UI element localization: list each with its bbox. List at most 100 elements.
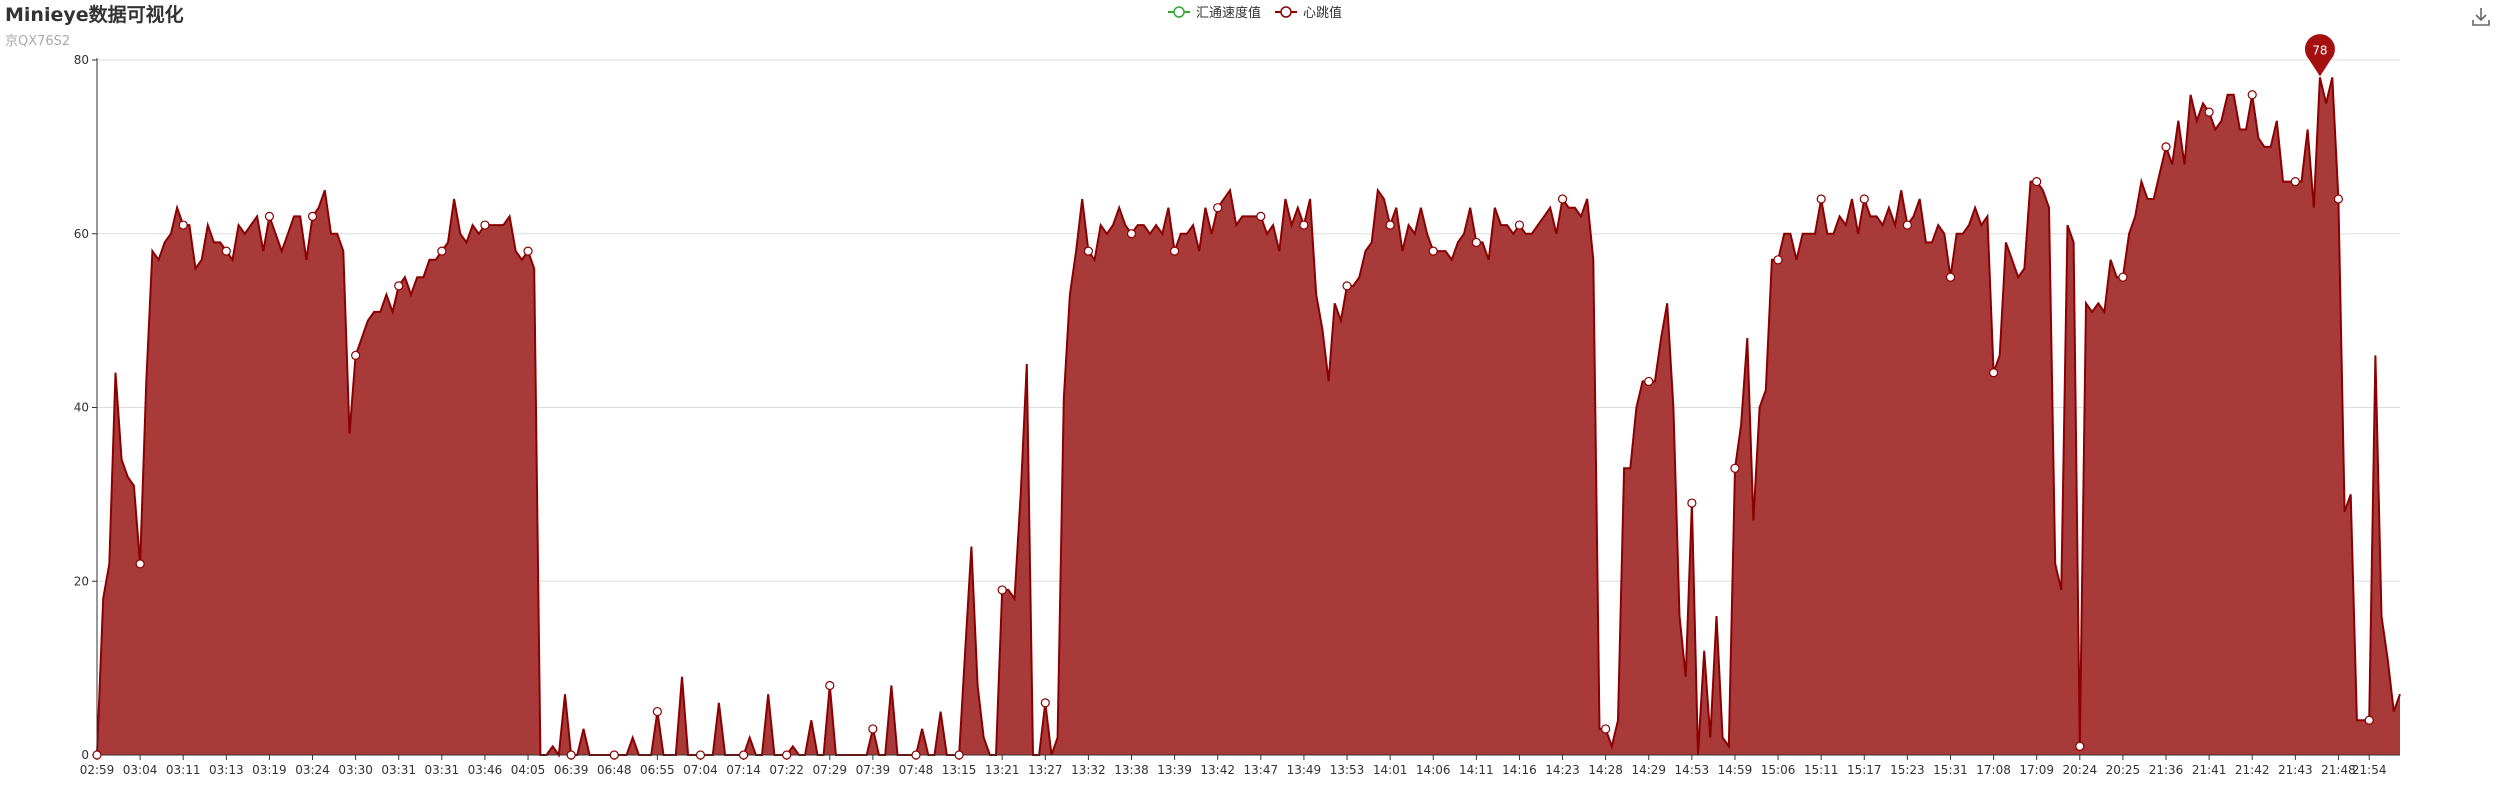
x-tick-label: 13:15 (942, 763, 977, 777)
x-tick-label: 03:04 (123, 763, 158, 777)
x-tick-label: 14:06 (1416, 763, 1451, 777)
x-tick-label: 17:09 (2019, 763, 2054, 777)
x-tick-label: 14:23 (1545, 763, 1580, 777)
data-point (1860, 195, 1868, 203)
x-tick-label: 07:04 (683, 763, 718, 777)
data-point (93, 751, 101, 759)
data-point (1731, 464, 1739, 472)
x-tick-label: 21:41 (2192, 763, 2227, 777)
data-point (1774, 256, 1782, 264)
data-point (912, 751, 920, 759)
data-point (740, 751, 748, 759)
x-tick-label: 21:42 (2235, 763, 2270, 777)
x-tick-label: 13:47 (1244, 763, 1279, 777)
x-tick-label: 14:53 (1675, 763, 1710, 777)
x-tick-label: 13:38 (1114, 763, 1149, 777)
data-point (2033, 178, 2041, 186)
x-tick-label: 03:11 (166, 763, 201, 777)
data-point (352, 351, 360, 359)
x-tick-label: 14:11 (1459, 763, 1494, 777)
y-tick-label: 80 (74, 53, 89, 67)
data-point (179, 221, 187, 229)
x-tick-label: 07:29 (812, 763, 847, 777)
y-tick-label: 0 (81, 748, 89, 762)
x-tick-label: 14:28 (1588, 763, 1623, 777)
data-point (524, 247, 532, 255)
x-tick-label: 03:31 (425, 763, 460, 777)
data-point (438, 247, 446, 255)
x-tick-label: 15:17 (1847, 763, 1882, 777)
data-point (1214, 204, 1222, 212)
x-tick-label: 13:49 (1287, 763, 1322, 777)
data-point (1257, 212, 1265, 220)
data-point (222, 247, 230, 255)
data-point (2334, 195, 2342, 203)
data-point (1990, 369, 1998, 377)
data-point (309, 212, 317, 220)
x-tick-label: 14:01 (1373, 763, 1408, 777)
data-point (265, 212, 273, 220)
x-tick-label: 13:32 (1071, 763, 1106, 777)
max-value-pin: 78 (2305, 34, 2335, 76)
x-tick-label: 21:43 (2278, 763, 2313, 777)
data-point (826, 682, 834, 690)
x-tick-label: 13:53 (1330, 763, 1365, 777)
y-tick-label: 20 (74, 574, 89, 588)
max-pin-label: 78 (2312, 43, 2327, 57)
x-tick-label: 06:48 (597, 763, 632, 777)
data-point (136, 560, 144, 568)
x-tick-label: 14:16 (1502, 763, 1537, 777)
data-point (2162, 143, 2170, 151)
data-point (1300, 221, 1308, 229)
x-tick-label: 17:08 (1976, 763, 2011, 777)
x-tick-label: 15:06 (1761, 763, 1796, 777)
data-point (653, 708, 661, 716)
data-point (1903, 221, 1911, 229)
x-tick-label: 03:19 (252, 763, 287, 777)
data-point (610, 751, 618, 759)
x-tick-label: 07:14 (726, 763, 761, 777)
area-fill (97, 77, 2400, 755)
data-point (869, 725, 877, 733)
data-point (1559, 195, 1567, 203)
x-tick-label: 13:39 (1157, 763, 1192, 777)
data-point (567, 751, 575, 759)
x-tick-label: 21:48 (2321, 763, 2356, 777)
x-tick-label: 20:25 (2106, 763, 2141, 777)
data-point (1171, 247, 1179, 255)
data-point (1041, 699, 1049, 707)
x-tick-label: 07:22 (769, 763, 804, 777)
x-tick-label: 04:05 (511, 763, 546, 777)
x-tick-label: 03:30 (338, 763, 373, 777)
x-tick-label: 07:39 (856, 763, 891, 777)
data-point (2205, 108, 2213, 116)
x-tick-label: 03:46 (468, 763, 503, 777)
data-point (1084, 247, 1092, 255)
data-point (1602, 725, 1610, 733)
x-tick-label: 07:48 (899, 763, 934, 777)
x-tick-label: 06:55 (640, 763, 675, 777)
data-point (998, 586, 1006, 594)
series-area (97, 77, 2400, 755)
y-tick-label: 60 (74, 227, 89, 241)
x-tick-label: 14:59 (1718, 763, 1753, 777)
data-point (1429, 247, 1437, 255)
data-point (2248, 91, 2256, 99)
data-point (395, 282, 403, 290)
data-point (696, 751, 704, 759)
data-point (1645, 377, 1653, 385)
x-tick-label: 13:21 (985, 763, 1020, 777)
data-point (1515, 221, 1523, 229)
data-point (2076, 742, 2084, 750)
x-tick-label: 03:24 (295, 763, 330, 777)
data-point (2119, 273, 2127, 281)
data-point (1472, 238, 1480, 246)
data-point (2291, 178, 2299, 186)
x-tick-label: 21:36 (2149, 763, 2184, 777)
x-tick-label: 20:24 (2063, 763, 2098, 777)
y-tick-label: 40 (74, 401, 89, 415)
data-point (2365, 716, 2373, 724)
x-tick-label: 02:59 (80, 763, 115, 777)
x-tick-label: 21:54 (2352, 763, 2387, 777)
